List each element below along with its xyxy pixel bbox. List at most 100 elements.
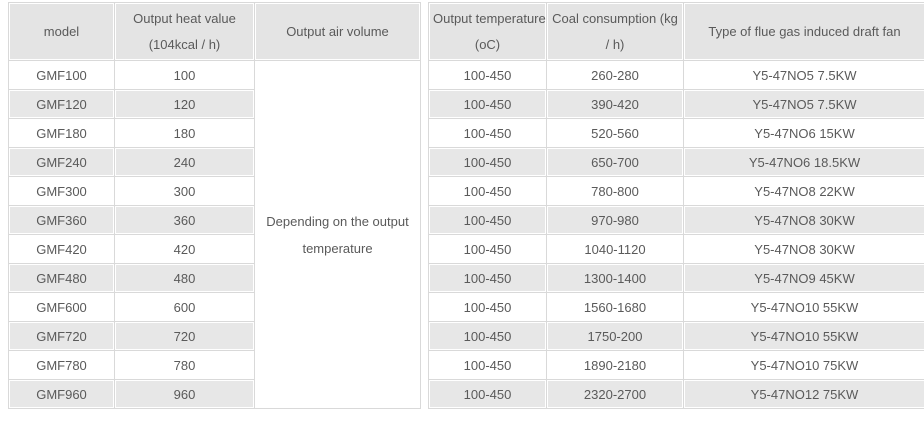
fan-cell: Y5-47NO8 30KW xyxy=(683,205,924,235)
col-header-model: model xyxy=(8,2,115,61)
heat-cell: 720 xyxy=(114,321,255,351)
temp-cell: 100-450 xyxy=(428,350,547,380)
temp-cell: 100-450 xyxy=(428,176,547,206)
coal-cell: 2320-2700 xyxy=(546,379,684,409)
fan-cell: Y5-47NO9 45KW xyxy=(683,263,924,293)
fan-cell: Y5-47NO8 22KW xyxy=(683,176,924,206)
model-cell: GMF100 xyxy=(8,60,115,90)
table-row: 100-450 970-980 Y5-47NO8 30KW xyxy=(428,205,924,235)
fan-cell: Y5-47NO5 7.5KW xyxy=(683,89,924,119)
col-header-temperature-line2: (oC) xyxy=(474,36,501,52)
table-row: GMF240 240 xyxy=(8,147,421,177)
specs-table-container: model Output heat value (104kcal / h) Ou… xyxy=(8,2,924,409)
col-header-coal-line1: Coal consumption (kg xyxy=(552,10,678,26)
fan-cell: Y5-47NO12 75KW xyxy=(683,379,924,409)
col-header-air-volume: Output air volume xyxy=(254,2,421,61)
fan-cell: Y5-47NO6 18.5KW xyxy=(683,147,924,177)
table-row: 100-450 2320-2700 Y5-47NO12 75KW xyxy=(428,379,924,409)
coal-cell: 780-800 xyxy=(546,176,684,206)
table-row: GMF780 780 xyxy=(8,350,421,380)
table-row: 100-450 1750-200 Y5-47NO10 55KW xyxy=(428,321,924,351)
temp-cell: 100-450 xyxy=(428,321,547,351)
air-volume-note-line1: Depending on the output xyxy=(266,213,409,229)
coal-cell: 1300-1400 xyxy=(546,263,684,293)
fan-cell: Y5-47NO10 55KW xyxy=(683,292,924,322)
header-row: Output temperature (oC) Coal consumption… xyxy=(428,2,924,61)
table-row: GMF360 360 xyxy=(8,205,421,235)
model-cell: GMF600 xyxy=(8,292,115,322)
table-row: 100-450 1040-1120 Y5-47NO8 30KW xyxy=(428,234,924,264)
heat-cell: 600 xyxy=(114,292,255,322)
col-header-heat-value: Output heat value (104kcal / h) xyxy=(114,2,255,61)
model-cell: GMF180 xyxy=(8,118,115,148)
heat-cell: 180 xyxy=(114,118,255,148)
model-cell: GMF120 xyxy=(8,89,115,119)
heat-cell: 480 xyxy=(114,263,255,293)
table-row: GMF480 480 xyxy=(8,263,421,293)
col-header-fan: Type of flue gas induced draft fan xyxy=(683,2,924,61)
heat-cell: 120 xyxy=(114,89,255,119)
header-row: model Output heat value (104kcal / h) Ou… xyxy=(8,2,421,61)
table-row: 100-450 520-560 Y5-47NO6 15KW xyxy=(428,118,924,148)
table-row: 100-450 1560-1680 Y5-47NO10 55KW xyxy=(428,292,924,322)
fan-cell: Y5-47NO5 7.5KW xyxy=(683,60,924,90)
heat-cell: 780 xyxy=(114,350,255,380)
table-row: GMF600 600 xyxy=(8,292,421,322)
model-cell: GMF300 xyxy=(8,176,115,206)
table-row: 100-450 390-420 Y5-47NO5 7.5KW xyxy=(428,89,924,119)
model-cell: GMF360 xyxy=(8,205,115,235)
heat-cell: 360 xyxy=(114,205,255,235)
temp-cell: 100-450 xyxy=(428,263,547,293)
coal-cell: 260-280 xyxy=(546,60,684,90)
heat-cell: 100 xyxy=(114,60,255,90)
coal-cell: 970-980 xyxy=(546,205,684,235)
fan-cell: Y5-47NO8 30KW xyxy=(683,234,924,264)
temp-cell: 100-450 xyxy=(428,118,547,148)
model-cell: GMF780 xyxy=(8,350,115,380)
table-row: GMF300 300 xyxy=(8,176,421,206)
table-row: 100-450 1300-1400 Y5-47NO9 45KW xyxy=(428,263,924,293)
col-header-heat-value-line1: Output heat value xyxy=(133,10,236,26)
temp-cell: 100-450 xyxy=(428,292,547,322)
fan-cell: Y5-47NO6 15KW xyxy=(683,118,924,148)
heat-cell: 420 xyxy=(114,234,255,264)
model-cell: GMF960 xyxy=(8,379,115,409)
table-row: GMF120 120 xyxy=(8,89,421,119)
coal-cell: 1890-2180 xyxy=(546,350,684,380)
col-header-coal: Coal consumption (kg / h) xyxy=(546,2,684,61)
heat-cell: 960 xyxy=(114,379,255,409)
heat-cell: 240 xyxy=(114,147,255,177)
temp-cell: 100-450 xyxy=(428,379,547,409)
air-volume-note-cell: Depending on the output temperature xyxy=(254,60,421,409)
model-cell: GMF720 xyxy=(8,321,115,351)
fan-cell: Y5-47NO10 75KW xyxy=(683,350,924,380)
temp-cell: 100-450 xyxy=(428,234,547,264)
coal-cell: 390-420 xyxy=(546,89,684,119)
table-row: 100-450 780-800 Y5-47NO8 22KW xyxy=(428,176,924,206)
coal-cell: 520-560 xyxy=(546,118,684,148)
table-row: GMF420 420 xyxy=(8,234,421,264)
table-row: 100-450 260-280 Y5-47NO5 7.5KW xyxy=(428,60,924,90)
table-row: 100-450 650-700 Y5-47NO6 18.5KW xyxy=(428,147,924,177)
specs-table-left: model Output heat value (104kcal / h) Ou… xyxy=(8,2,421,409)
coal-cell: 1750-200 xyxy=(546,321,684,351)
model-cell: GMF240 xyxy=(8,147,115,177)
temp-cell: 100-450 xyxy=(428,147,547,177)
col-header-temperature: Output temperature (oC) xyxy=(428,2,547,61)
col-header-temperature-line1: Output temperature xyxy=(433,10,546,26)
table-row: GMF100 100 Depending on the output tempe… xyxy=(8,60,421,409)
model-cell: GMF420 xyxy=(8,234,115,264)
temp-cell: 100-450 xyxy=(428,205,547,235)
table-row: GMF960 960 xyxy=(8,379,421,409)
temp-cell: 100-450 xyxy=(428,89,547,119)
col-header-heat-value-line2: (104kcal / h) xyxy=(148,36,221,52)
specs-table-right: Output temperature (oC) Coal consumption… xyxy=(428,2,924,409)
model-cell: GMF480 xyxy=(8,263,115,293)
coal-cell: 650-700 xyxy=(546,147,684,177)
coal-cell: 1560-1680 xyxy=(546,292,684,322)
coal-cell: 1040-1120 xyxy=(546,234,684,264)
col-header-coal-line2: / h) xyxy=(605,36,625,52)
temp-cell: 100-450 xyxy=(428,60,547,90)
heat-cell: 300 xyxy=(114,176,255,206)
table-row: GMF180 180 xyxy=(8,118,421,148)
